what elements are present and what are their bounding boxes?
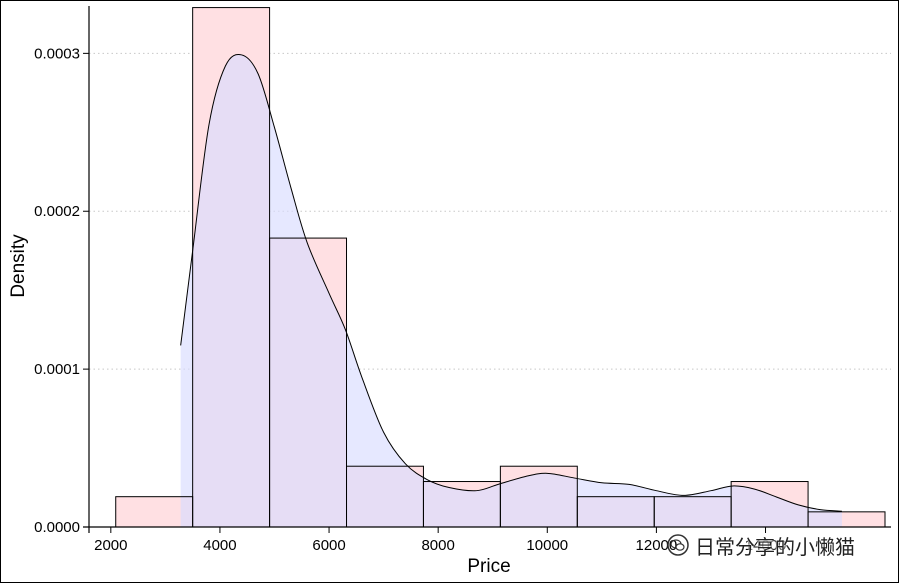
y-tick-label: 0.0001 — [34, 361, 80, 378]
x-tick-label: 4000 — [203, 537, 236, 554]
y-tick-label: 0.0000 — [34, 519, 80, 536]
x-tick-label: 6000 — [312, 537, 345, 554]
x-tick-label: 8000 — [421, 537, 454, 554]
watermark: 日常分享的小懒猫 — [667, 530, 855, 560]
x-tick-label: 2000 — [94, 537, 127, 554]
x-axis-title: Price — [467, 556, 510, 577]
wechat-icon — [667, 534, 689, 556]
density-curve — [180, 53, 842, 512]
gridlines — [89, 52, 891, 370]
axes: 2000 4000 6000 8000 10000 12000 14000 0.0000 0.0… — [34, 6, 891, 554]
density-area — [115, 7, 886, 528]
histogram-bar — [115, 496, 193, 527]
x-tick-label: 14000 — [745, 537, 787, 554]
x-tick-label: 10000 — [526, 537, 568, 554]
x-tick-label: 12000 — [636, 537, 678, 554]
y-axis-title: Density — [8, 234, 29, 298]
watermark-text: 日常分享的小懒猫 — [695, 534, 855, 559]
density-fill — [180, 54, 842, 528]
y-tick-label: 0.0002 — [34, 203, 80, 220]
y-tick-label: 0.0003 — [34, 45, 80, 62]
